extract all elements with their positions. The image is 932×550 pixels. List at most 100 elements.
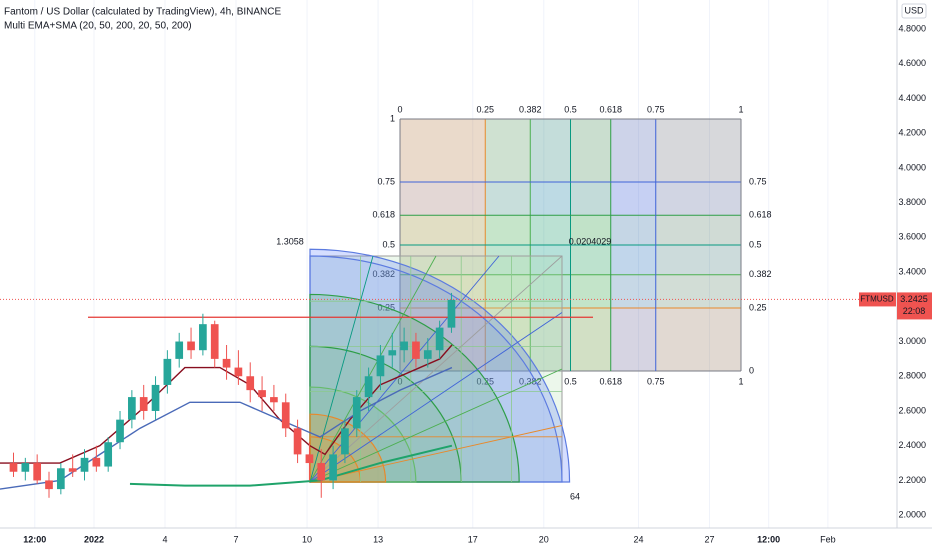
fib-label: 0.618 [599, 104, 622, 114]
y-tick-label: 3.4000 [898, 266, 926, 276]
gann-fan [309, 255, 374, 483]
countdown-label: 22:08 [903, 306, 926, 316]
fib-label: 0.618 [599, 376, 622, 386]
x-tick-label: Feb [820, 534, 836, 544]
fib-label: 0 [397, 104, 402, 114]
fib-label: 1 [390, 113, 395, 123]
candle-body [45, 480, 53, 490]
candle-body [92, 457, 101, 467]
candle-body [222, 358, 231, 368]
x-tick-label: 2022 [84, 534, 104, 544]
candle-body [293, 428, 302, 455]
symbol-tag [859, 292, 896, 307]
x-tick-label: 20 [539, 534, 549, 544]
y-tick-label: 4.8000 [898, 23, 926, 33]
candle-body [163, 358, 172, 385]
x-tick-label: 27 [704, 534, 714, 544]
candle-body [187, 341, 195, 351]
candle-body [9, 463, 18, 472]
chart-title: Fantom / US Dollar (calculated by Tradin… [4, 7, 281, 18]
candle-body [56, 468, 65, 490]
y-tick-label: 4.6000 [898, 58, 926, 68]
currency-box[interactable] [901, 3, 927, 19]
gann-fan [309, 368, 563, 483]
y-tick-label: 3.6000 [898, 232, 926, 242]
candle-body [423, 350, 432, 359]
fib-label: 0.618 [749, 210, 772, 220]
fib-label: 0.75 [647, 104, 665, 114]
y-tick-label: 2.6000 [898, 405, 926, 415]
y-tick-label: 4.4000 [898, 93, 926, 103]
candle-body [281, 402, 290, 429]
candle-body [21, 463, 30, 472]
annotation: 1.3058 [276, 236, 304, 246]
candle-body [139, 397, 148, 411]
candle-body [376, 355, 385, 377]
fib-label: 0.25 [476, 104, 494, 114]
x-tick-label: 24 [633, 534, 643, 544]
symbol-label: FTMUSD [860, 295, 894, 304]
gann-fan [309, 425, 563, 483]
gann-fan [309, 312, 563, 483]
y-tick-label: 3.8000 [898, 197, 926, 207]
y-tick-label: 2.8000 [898, 371, 926, 381]
candle-body [33, 463, 42, 481]
fib-label: 1 [738, 376, 743, 386]
fib-label: 0.618 [372, 210, 395, 220]
candle-body [317, 463, 326, 481]
candle-body [447, 299, 456, 328]
candle-body [270, 397, 278, 403]
x-tick-label: 17 [468, 534, 478, 544]
y-tick-label: 2.0000 [898, 510, 926, 520]
annotation: 64 [570, 491, 580, 501]
currency: USD [904, 5, 924, 15]
grid [34, 0, 829, 528]
fib-label: 0.382 [519, 104, 542, 114]
fib-label: 0.5 [749, 239, 762, 249]
x-tick-label: 12:00 [23, 534, 46, 544]
price-tag [897, 292, 932, 320]
fib-label: 0.75 [749, 176, 767, 186]
gann-fan [309, 255, 563, 483]
fib-label: 0.5 [564, 376, 577, 386]
plot [0, 292, 897, 498]
candle-body [364, 376, 373, 398]
candle-body [80, 457, 89, 472]
y-tick-label: 2.2000 [898, 475, 926, 485]
candle-body [210, 324, 219, 359]
candle-body [329, 454, 337, 481]
candle-body [258, 390, 266, 398]
gann-fan [309, 255, 437, 483]
candle-body [388, 350, 397, 356]
fib-label: 0.25 [476, 376, 494, 386]
fib-label: 0 [397, 376, 402, 386]
y-tick-label: 2.4000 [898, 440, 926, 450]
annotation: 0.0204029 [569, 236, 612, 246]
candle-body [151, 384, 160, 411]
x-tick-label: 13 [373, 534, 383, 544]
fib-label: 0.382 [519, 376, 542, 386]
y-tick-label: 4.2000 [898, 128, 926, 138]
ma-line [129, 444, 453, 487]
candle-body [305, 454, 314, 464]
candle-body [116, 419, 124, 443]
axes: 2.00002.20002.40002.60002.80003.00003.20… [23, 23, 932, 544]
candle-body [104, 442, 113, 467]
candle-body [128, 397, 136, 420]
candle-body [435, 327, 444, 351]
fib-label: 0.25 [749, 302, 767, 312]
fib-label: 0.382 [372, 269, 395, 279]
candle-body [412, 341, 420, 359]
fib-label: 0.75 [377, 176, 395, 186]
y-tick-label: 4.0000 [898, 162, 926, 172]
candle-body [400, 341, 408, 351]
candle-body [68, 468, 77, 472]
fib-label: 0.5 [382, 239, 395, 249]
fib-label: 1 [738, 104, 743, 114]
fib-label: 0.75 [647, 376, 665, 386]
fib-label: 0 [749, 365, 754, 375]
candle-body [352, 397, 361, 429]
x-tick-label: 12:00 [757, 534, 780, 544]
